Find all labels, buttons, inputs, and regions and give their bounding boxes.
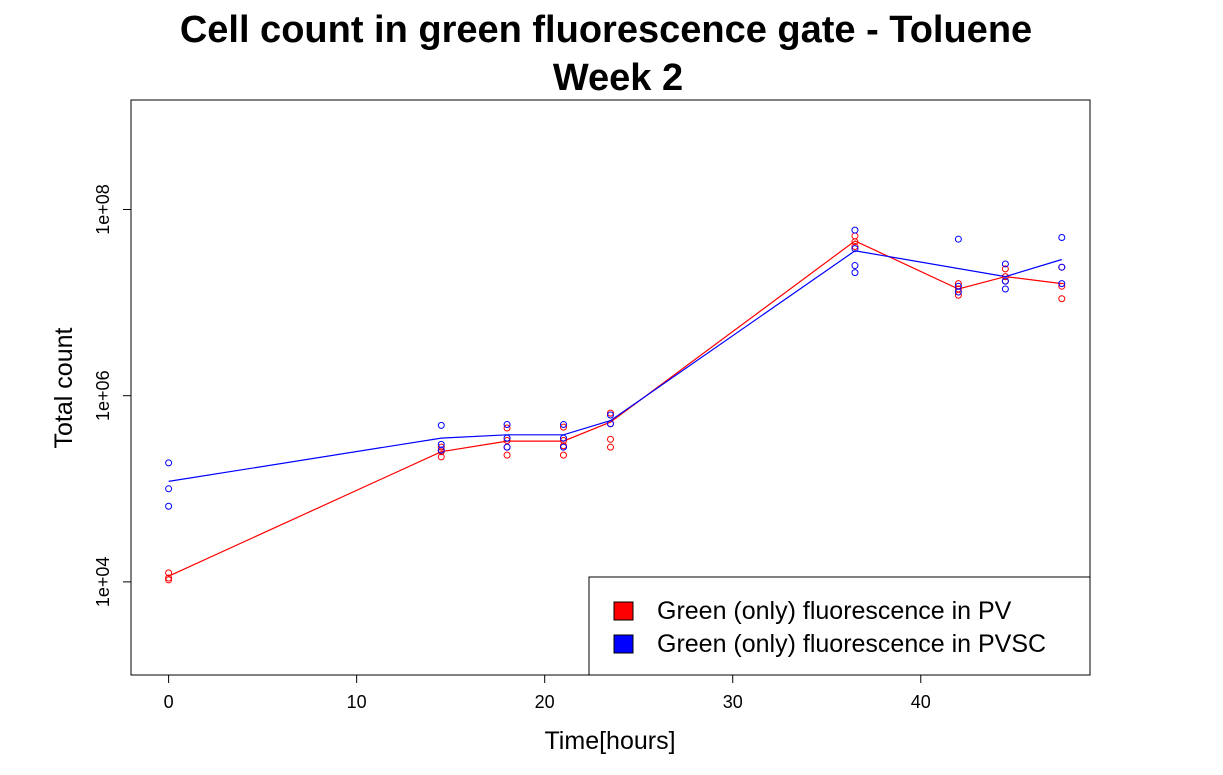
data-point bbox=[559, 451, 567, 459]
x-tick-label: 10 bbox=[347, 692, 367, 712]
y-axis: 1e+04 1e+06 1e+08 bbox=[93, 184, 132, 608]
series-1 bbox=[165, 226, 1066, 510]
data-point bbox=[165, 502, 173, 510]
x-axis-label: Time[hours] bbox=[544, 727, 675, 755]
data-point bbox=[1001, 277, 1009, 285]
series-line bbox=[168, 250, 1062, 482]
legend: Green (only) fluorescence in PV Green (o… bbox=[588, 576, 1091, 676]
data-point bbox=[607, 409, 614, 417]
data-point bbox=[851, 269, 859, 277]
data-point bbox=[607, 435, 614, 443]
y-tick-label: 1e+04 bbox=[93, 557, 113, 608]
y-axis-label: Total count bbox=[50, 327, 78, 448]
data-point bbox=[1058, 280, 1066, 288]
data-point bbox=[559, 434, 567, 442]
legend-box bbox=[588, 576, 1091, 676]
data-point bbox=[954, 235, 962, 243]
data-point bbox=[503, 451, 511, 459]
data-point bbox=[1058, 234, 1066, 242]
data-point bbox=[851, 243, 859, 251]
data-point bbox=[165, 485, 173, 493]
data-point bbox=[437, 421, 445, 429]
data-point bbox=[503, 443, 511, 451]
data-point bbox=[503, 424, 511, 432]
data-point bbox=[1058, 295, 1066, 303]
data-point bbox=[437, 443, 445, 451]
data-point bbox=[851, 232, 859, 240]
data-point bbox=[437, 446, 445, 454]
data-point bbox=[1001, 260, 1009, 268]
data-point bbox=[165, 574, 173, 582]
legend-swatch-pv bbox=[613, 601, 634, 621]
data-point bbox=[559, 421, 567, 429]
data-point bbox=[954, 288, 962, 296]
data-point bbox=[851, 226, 859, 234]
data-point bbox=[1058, 263, 1066, 271]
chart-subtitle: Week 2 bbox=[553, 57, 683, 99]
data-point bbox=[165, 569, 173, 577]
x-tick-label: 0 bbox=[164, 692, 174, 712]
x-axis: 0 10 20 30 40 bbox=[164, 674, 931, 712]
data-point bbox=[954, 285, 962, 293]
x-tick-label: 20 bbox=[535, 692, 555, 712]
data-point bbox=[559, 437, 567, 445]
data-point bbox=[954, 280, 962, 288]
data-point bbox=[559, 443, 567, 451]
legend-label-pv: Green (only) fluorescence in PV bbox=[657, 597, 1012, 625]
data-point bbox=[165, 576, 173, 584]
data-point bbox=[503, 437, 511, 445]
x-tick-label: 40 bbox=[911, 692, 931, 712]
series-line bbox=[168, 240, 1062, 577]
x-tick-label: 30 bbox=[723, 692, 743, 712]
series-layer bbox=[165, 226, 1066, 584]
series-0 bbox=[165, 232, 1066, 584]
data-point bbox=[1001, 265, 1009, 273]
data-point bbox=[851, 262, 859, 270]
data-point bbox=[503, 434, 511, 442]
y-tick-label: 1e+06 bbox=[93, 370, 113, 421]
data-point bbox=[437, 453, 445, 461]
data-point bbox=[607, 411, 614, 419]
legend-swatch-pvsc bbox=[613, 634, 634, 654]
data-point bbox=[607, 443, 614, 451]
data-point bbox=[1058, 282, 1066, 290]
y-tick-label: 1e+08 bbox=[93, 184, 113, 235]
chart-title: Cell count in green fluorescence gate - … bbox=[180, 9, 1032, 51]
data-point bbox=[559, 423, 567, 431]
legend-label-pvsc: Green (only) fluorescence in PVSC bbox=[657, 630, 1046, 658]
data-point bbox=[851, 245, 859, 253]
data-point bbox=[1001, 285, 1009, 293]
data-point bbox=[607, 420, 614, 428]
data-point bbox=[503, 421, 511, 429]
data-point bbox=[165, 459, 173, 467]
